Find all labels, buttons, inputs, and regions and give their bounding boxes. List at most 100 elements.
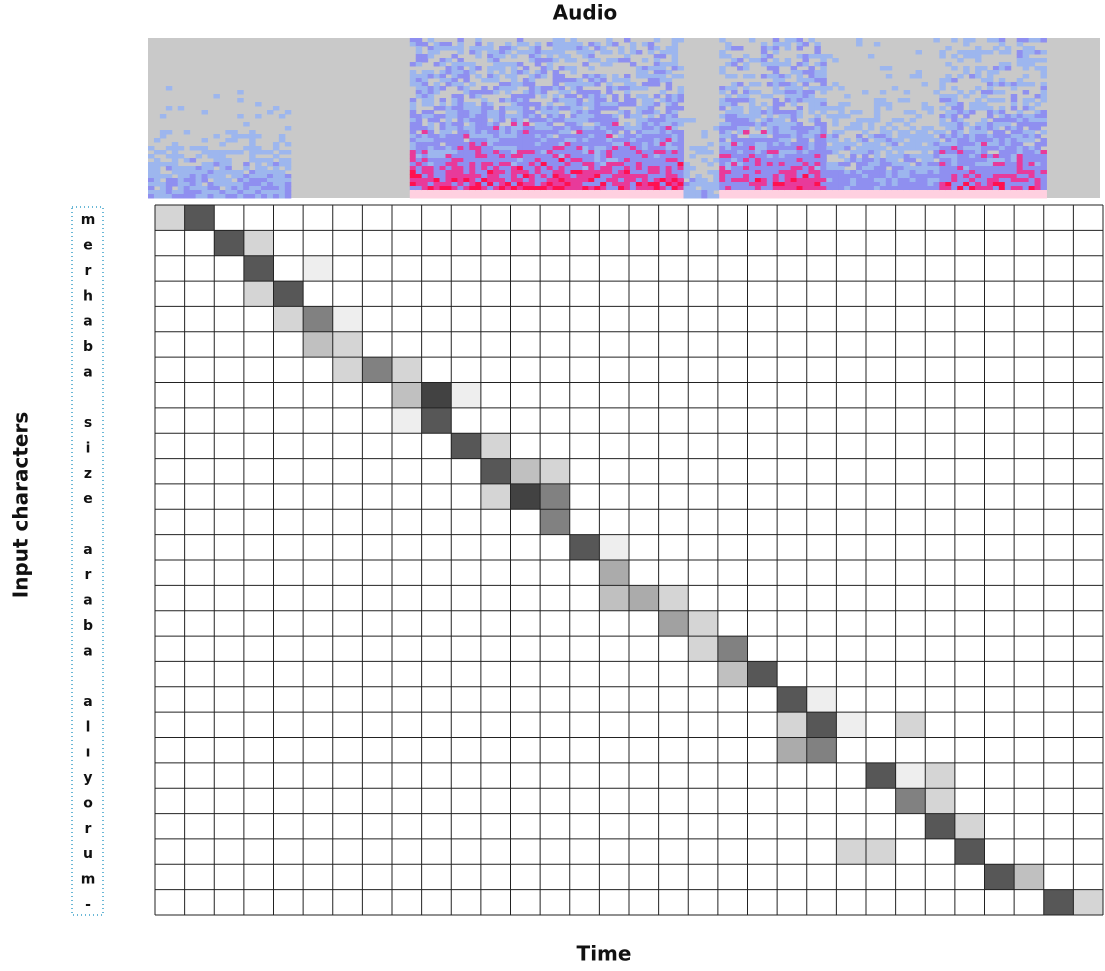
attention-cell bbox=[333, 332, 363, 357]
spectrogram-pixel bbox=[832, 190, 838, 195]
spectrogram-pixel bbox=[927, 134, 933, 139]
spectrogram-pixel bbox=[600, 126, 606, 131]
spectrogram-pixel bbox=[927, 190, 933, 195]
spectrogram-pixel bbox=[279, 190, 285, 195]
spectrogram-pixel bbox=[803, 166, 809, 171]
spectrogram-pixel bbox=[565, 170, 571, 175]
spectrogram-pixel bbox=[797, 162, 803, 167]
spectrogram-pixel bbox=[678, 170, 684, 175]
spectrogram-pixel bbox=[416, 58, 422, 63]
spectrogram-pixel bbox=[451, 154, 457, 159]
spectrogram-pixel bbox=[1011, 114, 1017, 119]
spectrogram-pixel bbox=[517, 162, 523, 167]
spectrogram-pixel bbox=[565, 102, 571, 107]
spectrogram-pixel bbox=[1017, 166, 1023, 171]
spectrogram-pixel bbox=[666, 134, 672, 139]
spectrogram-pixel bbox=[808, 158, 814, 163]
spectrogram-pixel bbox=[672, 178, 678, 183]
spectrogram-pixel bbox=[874, 162, 880, 167]
spectrogram-pixel bbox=[582, 150, 588, 155]
spectrogram-pixel bbox=[469, 142, 475, 147]
spectrogram-pixel bbox=[249, 190, 255, 195]
attention-cell bbox=[688, 636, 718, 661]
spectrogram-pixel bbox=[874, 166, 880, 171]
attention-cell bbox=[718, 636, 748, 661]
spectrogram-pixel bbox=[588, 50, 594, 55]
spectrogram-pixel bbox=[939, 98, 945, 103]
attention-cell bbox=[985, 864, 1015, 889]
spectrogram-pixel bbox=[743, 74, 749, 79]
spectrogram-pixel bbox=[654, 54, 660, 59]
spectrogram-pixel bbox=[969, 158, 975, 163]
spectrogram-pixel bbox=[511, 86, 517, 91]
spectrogram-pixel bbox=[678, 190, 684, 195]
spectrogram-pixel bbox=[832, 138, 838, 143]
spectrogram-pixel bbox=[779, 126, 785, 131]
spectrogram-pixel bbox=[975, 74, 981, 79]
spectrogram-pixel bbox=[493, 142, 499, 147]
spectrogram-pixel bbox=[1011, 174, 1017, 179]
spectrogram-pixel bbox=[529, 158, 535, 163]
spectrogram-pixel bbox=[672, 42, 678, 47]
spectrogram-pixel bbox=[725, 118, 731, 123]
spectrogram-pixel bbox=[434, 190, 440, 195]
spectrogram-pixel bbox=[570, 194, 576, 199]
spectrogram-pixel bbox=[565, 174, 571, 179]
spectrogram-pixel bbox=[475, 66, 481, 71]
spectrogram-pixel bbox=[910, 154, 916, 159]
spectrogram-pixel bbox=[791, 174, 797, 179]
spectrogram-pixel bbox=[767, 66, 773, 71]
spectrogram-pixel bbox=[505, 50, 511, 55]
spectrogram-pixel bbox=[737, 130, 743, 135]
spectrogram-pixel bbox=[594, 82, 600, 87]
spectrogram-pixel bbox=[624, 166, 630, 171]
audio-title: Audio bbox=[553, 1, 618, 25]
spectrogram-pixel bbox=[951, 110, 957, 115]
spectrogram-pixel bbox=[999, 194, 1005, 199]
spectrogram-pixel bbox=[255, 102, 261, 107]
spectrogram-pixel bbox=[243, 162, 249, 167]
spectrogram-pixel bbox=[1017, 118, 1023, 123]
spectrogram-pixel bbox=[463, 126, 469, 131]
spectrogram-pixel bbox=[517, 134, 523, 139]
spectrogram-pixel bbox=[416, 174, 422, 179]
spectrogram-pixel bbox=[547, 186, 553, 191]
spectrogram-pixel bbox=[576, 78, 582, 83]
spectrogram-pixel bbox=[666, 86, 672, 91]
spectrogram-pixel bbox=[588, 54, 594, 59]
spectrogram-pixel bbox=[808, 98, 814, 103]
spectrogram-pixel bbox=[826, 170, 832, 175]
spectrogram-pixel bbox=[493, 86, 499, 91]
spectrogram-pixel bbox=[886, 102, 892, 107]
spectrogram-pixel bbox=[178, 182, 184, 187]
spectrogram-pixel bbox=[588, 78, 594, 83]
spectrogram-pixel bbox=[987, 98, 993, 103]
spectrogram-pixel bbox=[648, 66, 654, 71]
spectrogram-pixel bbox=[844, 190, 850, 195]
spectrogram-pixel bbox=[678, 154, 684, 159]
spectrogram-pixel bbox=[886, 178, 892, 183]
spectrogram-pixel bbox=[451, 182, 457, 187]
spectrogram-pixel bbox=[612, 154, 618, 159]
spectrogram-pixel bbox=[999, 170, 1005, 175]
spectrogram-pixel bbox=[440, 114, 446, 119]
spectrogram-pixel bbox=[648, 110, 654, 115]
spectrogram-pixel bbox=[523, 130, 529, 135]
spectrogram-pixel bbox=[648, 74, 654, 79]
spectrogram-pixel bbox=[416, 54, 422, 59]
spectrogram-pixel bbox=[808, 182, 814, 187]
spectrogram-pixel bbox=[969, 182, 975, 187]
spectrogram-pixel bbox=[904, 142, 910, 147]
spectrogram-pixel bbox=[523, 150, 529, 155]
spectrogram-pixel bbox=[910, 110, 916, 115]
spectrogram-pixel bbox=[808, 90, 814, 95]
spectrogram-pixel bbox=[416, 38, 422, 43]
spectrogram-pixel bbox=[440, 106, 446, 111]
spectrogram-pixel bbox=[1011, 86, 1017, 91]
spectrogram-pixel bbox=[719, 98, 725, 103]
spectrogram-pixel bbox=[570, 166, 576, 171]
spectrogram-pixel bbox=[648, 166, 654, 171]
spectrogram-pixel bbox=[493, 190, 499, 195]
spectrogram-pixel bbox=[1035, 118, 1041, 123]
spectrogram-pixel bbox=[963, 194, 969, 199]
